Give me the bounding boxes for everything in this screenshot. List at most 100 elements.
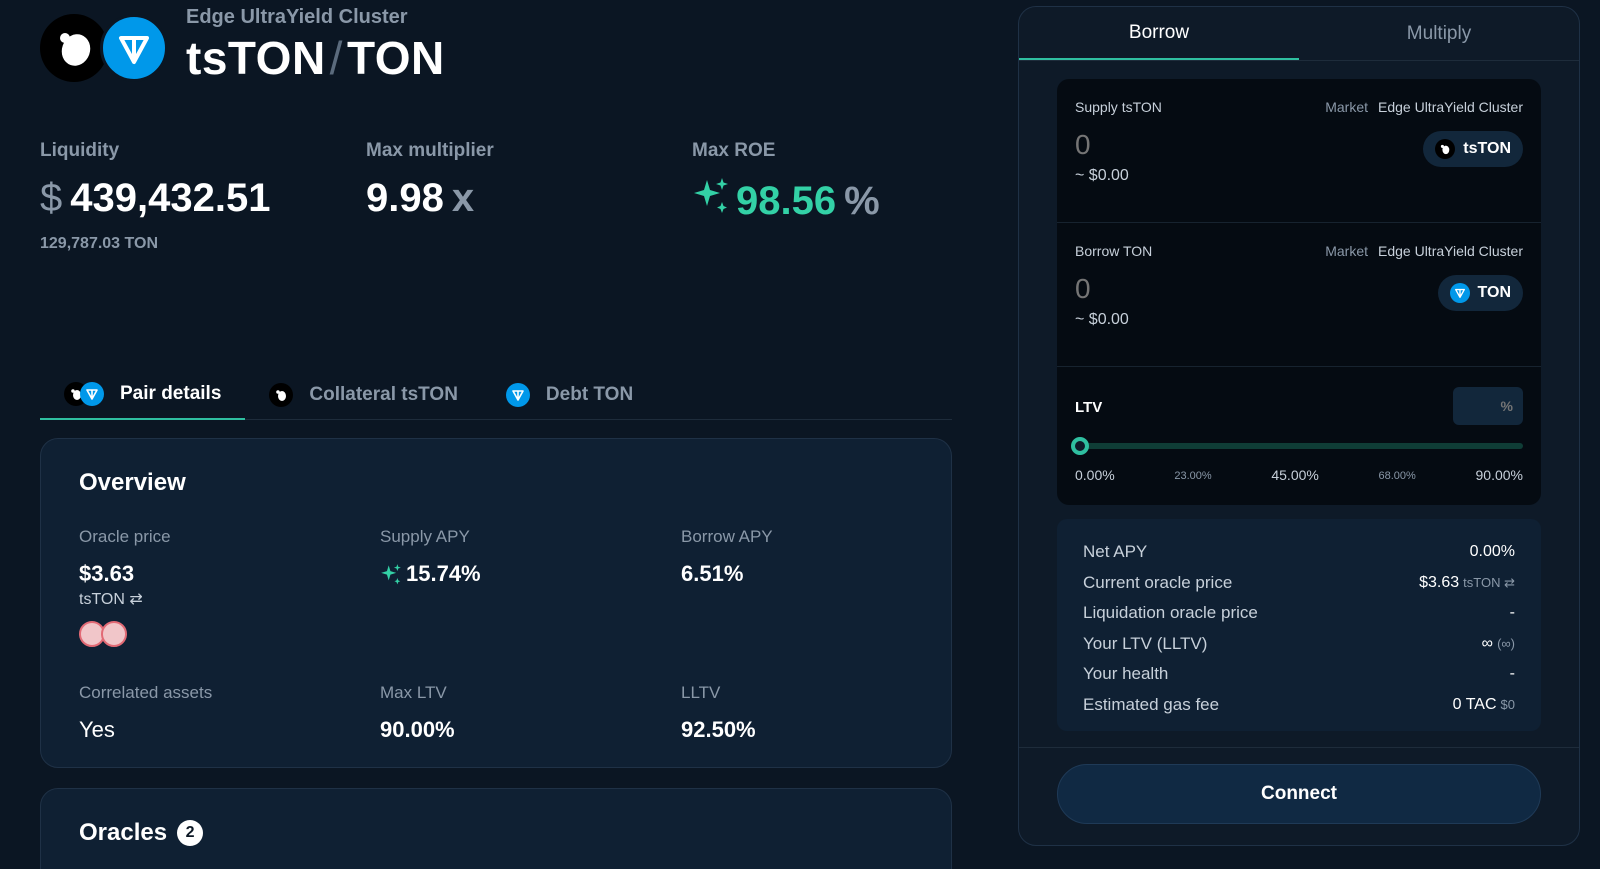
max-multiplier-label: Max multiplier <box>366 140 494 161</box>
ltv-input[interactable] <box>1453 387 1523 425</box>
correlated-cell: Correlated assets Yes <box>79 683 380 743</box>
summary-row: Current oracle price $3.63 tsTON ⇄ <box>1083 568 1515 599</box>
tston-mini-icon <box>269 383 294 407</box>
max-multiplier-suffix: x <box>451 176 475 220</box>
ltv-ticks: 0.00% 23.00% 45.00% 68.00% 90.00% <box>1075 467 1523 483</box>
page-title: tsTON/TON <box>186 31 445 85</box>
ton-logo-icon <box>100 13 168 82</box>
summary-label: Current oracle price <box>1083 572 1233 592</box>
panel-tabs: Borrow Multiply <box>1019 7 1579 61</box>
base-asset: tsTON <box>186 32 326 84</box>
supply-section: Supply tsTON Market Edge UltraYield Clust… <box>1057 79 1541 223</box>
borrow-amount-input[interactable] <box>1075 273 1315 305</box>
ltv-slider-handle[interactable] <box>1071 437 1089 455</box>
value-text: - <box>1509 604 1515 622</box>
tab-label: Debt TON <box>545 384 634 405</box>
value-text: - <box>1509 665 1515 683</box>
borrow-panel: Borrow Multiply Supply tsTON Market Edge … <box>1018 6 1580 846</box>
borrow-label: Borrow TON <box>1075 243 1153 259</box>
summary-row: Estimated gas fee 0 TAC $0 <box>1083 690 1515 721</box>
panel-footer: Connect <box>1019 747 1579 824</box>
summary-value: 0 TAC $0 <box>1453 696 1515 714</box>
supply-usd: ~ $0.00 <box>1075 167 1129 184</box>
pair-header: Edge UltraYield Cluster tsTON/TON <box>40 6 445 85</box>
lltv-value: 92.50% <box>681 717 756 742</box>
supply-apy-label: Supply APY <box>380 527 470 546</box>
liquidity-value-row: $ 439,432.51 <box>40 176 366 221</box>
market-name: Edge UltraYield Cluster <box>1378 243 1523 259</box>
max-multiplier-value-row: 9.98 x <box>366 176 692 221</box>
value-text: 0.00% <box>1469 543 1515 561</box>
supply-label: Supply tsTON <box>1075 99 1162 115</box>
summary-value: ∞ (∞) <box>1482 635 1515 653</box>
max-roe-value: 98.56 <box>736 179 837 223</box>
value-extra: $0 <box>1500 696 1515 712</box>
borrow-apy-value: 6.51% <box>681 561 744 586</box>
sparkle-icon <box>692 176 730 214</box>
value-extra[interactable]: tsTON ⇄ <box>1463 574 1515 590</box>
borrow-token-select[interactable]: TON <box>1437 275 1523 311</box>
summary-value: - <box>1510 604 1515 622</box>
value-text: $3.63 <box>1419 573 1460 591</box>
detail-tabs: Pair details Collateral tsTON Debt TON <box>40 370 952 420</box>
oracle-sources <box>79 621 380 647</box>
tston-logo-icon <box>40 13 108 82</box>
summary-row: Liquidation oracle price - <box>1083 598 1515 629</box>
oracles-card: Oracles 2 <box>40 788 952 869</box>
max-roe-value-row: 98.56 % <box>692 176 1018 224</box>
tab-label: Pair details <box>120 383 222 404</box>
max-multiplier-stat: Max multiplier 9.98 x <box>366 140 692 253</box>
ltv-tick: 68.00% <box>1378 470 1416 482</box>
summary-label: Net APY <box>1083 542 1148 562</box>
ton-mini-icon <box>80 382 104 406</box>
supply-apy-row: 15.74% <box>380 561 681 587</box>
sparkle-icon <box>380 563 402 585</box>
value-text: 0 TAC <box>1452 695 1497 713</box>
supply-amount-input[interactable] <box>1075 129 1315 161</box>
tab-debt[interactable]: Debt TON <box>482 370 657 420</box>
tston-icon <box>269 383 294 407</box>
summary-value: - <box>1510 665 1515 683</box>
summary-label: Your LTV (LLTV) <box>1083 633 1208 653</box>
summary-label: Liquidation oracle price <box>1083 603 1258 623</box>
summary-label: Estimated gas fee <box>1083 694 1220 714</box>
tab-borrow[interactable]: Borrow <box>1019 7 1299 60</box>
pair-separator: / <box>329 32 343 84</box>
summary-value: 0.00% <box>1470 543 1515 561</box>
oracle-price-cell: Oracle price $3.63 tsTON ⇄ <box>79 527 380 647</box>
borrow-section: Borrow TON Market Edge UltraYield Cluster… <box>1057 223 1541 367</box>
tab-multiply[interactable]: Multiply <box>1406 22 1472 44</box>
lltv-cell: LLTV 92.50% <box>681 683 982 743</box>
pair-icon <box>64 382 104 406</box>
max-roe-stat: Max ROE 98.56 % <box>692 140 1018 253</box>
tab-collateral[interactable]: Collateral tsTON <box>245 370 482 420</box>
input-box: Supply tsTON Market Edge UltraYield Clust… <box>1057 79 1541 505</box>
borrow-usd: ~ $0.00 <box>1075 311 1129 328</box>
overview-card: Overview Oracle price $3.63 tsTON ⇄ Supp… <box>40 438 952 768</box>
supply-token-select[interactable]: tsTON <box>1423 131 1523 167</box>
borrow-apy-cell: Borrow APY 6.51% <box>681 527 982 647</box>
tston-mini-icon <box>1435 139 1456 159</box>
oracle-price-label: Oracle price <box>79 527 171 546</box>
market-label: Market <box>1325 99 1368 115</box>
supply-apy-value: 15.74% <box>406 561 481 586</box>
connect-button[interactable]: Connect <box>1057 764 1541 824</box>
supply-market: Market Edge UltraYield Cluster <box>1325 99 1523 115</box>
ltv-tick: 23.00% <box>1174 470 1212 482</box>
oracles-title-row: Oracles 2 <box>79 819 913 847</box>
summary-row: Your LTV (LLTV) ∞ (∞) <box>1083 629 1515 660</box>
max-ltv-value: 90.00% <box>380 717 455 742</box>
ltv-slider[interactable] <box>1071 437 1523 455</box>
supply-token-label: tsTON <box>1463 140 1511 157</box>
ltv-label: LTV <box>1075 399 1103 416</box>
market-stats: Liquidity $ 439,432.51 129,787.03 TON Ma… <box>40 140 1018 253</box>
oracles-count-badge: 2 <box>177 820 204 846</box>
summary-value: $3.63 tsTON ⇄ <box>1419 574 1515 592</box>
market-name: Edge UltraYield Cluster <box>1378 99 1523 115</box>
correlated-value: Yes <box>79 717 115 742</box>
max-ltv-cell: Max LTV 90.00% <box>380 683 681 743</box>
ltv-tick: 45.00% <box>1271 467 1319 483</box>
tab-pair-details[interactable]: Pair details <box>40 370 246 420</box>
overview-title: Overview <box>79 469 186 496</box>
oracle-price-unit[interactable]: tsTON ⇄ <box>79 591 143 608</box>
